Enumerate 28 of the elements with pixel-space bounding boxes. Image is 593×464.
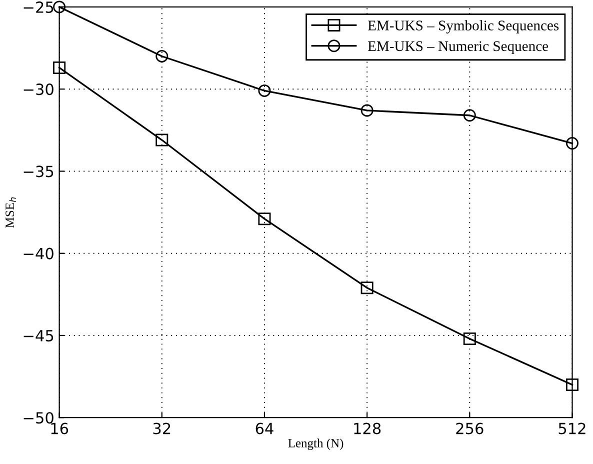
point: [156, 50, 168, 62]
x-tick-label: 128: [354, 422, 381, 434]
x-tick-label: 16: [51, 422, 68, 434]
x-axis-title: Length (N): [288, 438, 344, 450]
y-tick-label: −40: [24, 248, 54, 260]
point: [156, 134, 168, 146]
x-tick-label: 32: [153, 422, 170, 434]
x-tick-label: 256: [456, 422, 484, 434]
point: [463, 332, 476, 346]
point: [566, 378, 578, 391]
y-tick-label: −50: [24, 412, 54, 424]
y-tick-label: −25: [24, 1, 54, 13]
point: [53, 61, 66, 74]
y-axis-title: MSE$_{h}$: [6, 197, 16, 228]
legend-label: EM-UKS – Symbolic Sequences: [368, 20, 559, 34]
x-tick-label: 64: [256, 422, 274, 434]
point: [463, 109, 476, 122]
point: [360, 104, 374, 117]
point: [53, 0, 66, 14]
legend-label: EM-UKS – Numeric Sequence: [368, 41, 548, 54]
y-tick-label: −35: [24, 166, 54, 178]
point: [566, 137, 578, 150]
y-tick-label: −30: [24, 84, 54, 96]
point: [258, 212, 271, 226]
point: [360, 282, 374, 294]
point: [258, 84, 271, 97]
x-tick-label: 512: [558, 422, 586, 434]
y-tick-label: −45: [24, 330, 54, 342]
